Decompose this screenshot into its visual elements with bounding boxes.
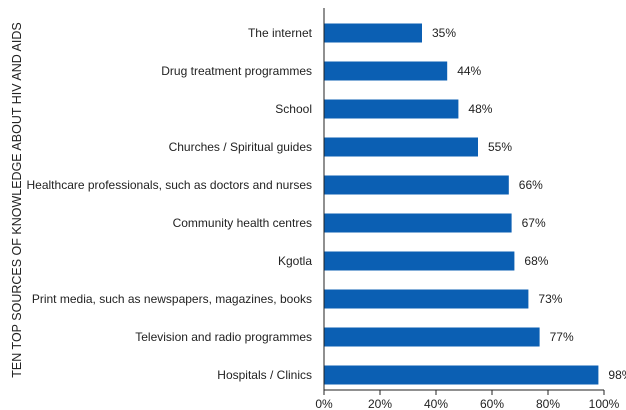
category-label: Churches / Spiritual guides (169, 140, 312, 154)
data-label: 98% (608, 368, 626, 382)
category-label: The internet (248, 26, 313, 40)
bar (324, 251, 515, 271)
category-label: Community health centres (173, 216, 312, 230)
bars-group: The internet 35% Drug treatment programmes… (27, 23, 626, 385)
data-label: 77% (550, 330, 574, 344)
data-label: 44% (457, 64, 481, 78)
category-label: School (275, 102, 312, 116)
y-axis-title: TEN TOP SOURCES OF KNOWLEDGE ABOUT HIV A… (10, 22, 24, 377)
data-label: 73% (538, 292, 562, 306)
bar (324, 175, 509, 195)
x-tick-label: 80% (536, 397, 560, 410)
x-tick-label: 40% (424, 397, 448, 410)
category-label: Drug treatment programmes (161, 64, 312, 78)
x-axis: 0% 20% 40% 60% 80% 100% (315, 8, 620, 410)
bar (324, 289, 529, 309)
bar (324, 23, 422, 43)
data-label: 35% (432, 26, 456, 40)
bar (324, 99, 459, 119)
category-label: Healthcare professionals, such as doctor… (27, 178, 313, 192)
data-label: 66% (519, 178, 543, 192)
x-tick-label: 60% (480, 397, 504, 410)
category-label: Kgotla (278, 254, 312, 268)
x-tick-label: 0% (315, 397, 333, 410)
bar (324, 137, 478, 157)
data-label: 68% (524, 254, 548, 268)
x-tick-label: 20% (368, 397, 392, 410)
bar (324, 61, 448, 81)
bar (324, 365, 599, 385)
category-label: Print media, such as newspapers, magazin… (32, 292, 312, 306)
data-label: 55% (488, 140, 512, 154)
category-label: Hospitals / Clinics (217, 368, 312, 382)
bar (324, 327, 540, 347)
bar (324, 213, 512, 233)
data-label: 67% (522, 216, 546, 230)
data-label: 48% (468, 102, 492, 116)
x-tick-label: 100% (589, 397, 620, 410)
category-label: Television and radio programmes (135, 330, 312, 344)
